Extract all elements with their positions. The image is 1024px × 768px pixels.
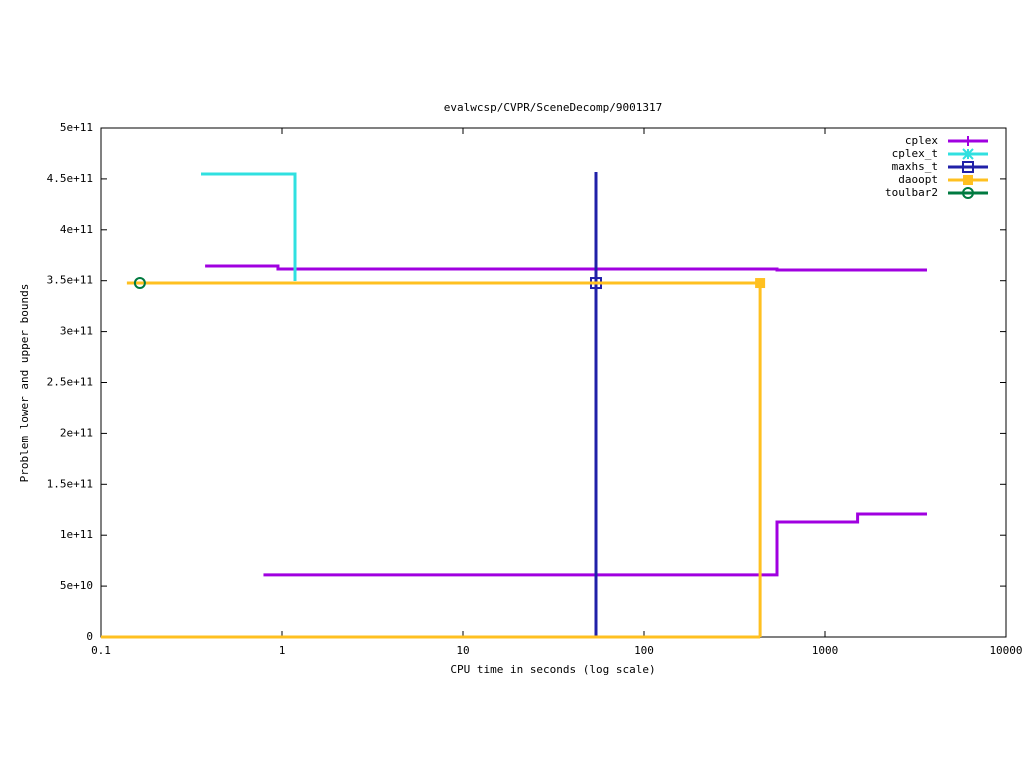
- legend-marker: [962, 161, 974, 173]
- y-tick-label: 5e+10: [60, 579, 93, 592]
- y-tick-label: 0: [86, 630, 93, 643]
- y-tick-label: 2.5e+11: [47, 376, 93, 389]
- y-tick-label: 5e+11: [60, 121, 93, 134]
- step-line: [101, 281, 762, 639]
- legend-marker: [962, 148, 974, 160]
- marker: [133, 277, 146, 290]
- legend-label: daoopt: [898, 173, 938, 186]
- chart-title: evalwcsp/CVPR/SceneDecomp/9001317: [444, 101, 663, 114]
- marker: [755, 278, 766, 289]
- plot-frame: [100, 127, 1007, 638]
- step-line: [205, 264, 927, 577]
- legend-label: toulbar2: [885, 186, 938, 199]
- legend-marker: [963, 175, 973, 185]
- x-axis-label: CPU time in seconds (log scale): [450, 663, 655, 676]
- y-tick-label: 4.5e+11: [47, 172, 93, 185]
- x-tick-label: 10: [456, 644, 469, 657]
- x-tick-label: 1: [279, 644, 286, 657]
- legend-marker: [963, 136, 973, 146]
- legend-label: maxhs_t: [892, 160, 938, 173]
- y-tick-label: 1.5e+11: [47, 477, 93, 490]
- y-tick-label: 3.5e+11: [47, 274, 93, 287]
- y-tick-label: 4e+11: [60, 223, 93, 236]
- x-tick-label: 1000: [812, 644, 839, 657]
- y-axis-label: Problem lower and upper bounds: [18, 284, 31, 483]
- legend-marker: [962, 187, 974, 199]
- y-tick-label: 3e+11: [60, 325, 93, 338]
- x-tick-label: 0.1: [91, 644, 111, 657]
- step-line: [201, 172, 297, 282]
- legend-label: cplex: [905, 134, 938, 147]
- x-tick-label: 10000: [989, 644, 1022, 657]
- y-tick-label: 2e+11: [60, 426, 93, 439]
- x-tick-label: 100: [634, 644, 654, 657]
- y-tick-label: 1e+11: [60, 528, 93, 541]
- legend-label: cplex_t: [892, 147, 938, 160]
